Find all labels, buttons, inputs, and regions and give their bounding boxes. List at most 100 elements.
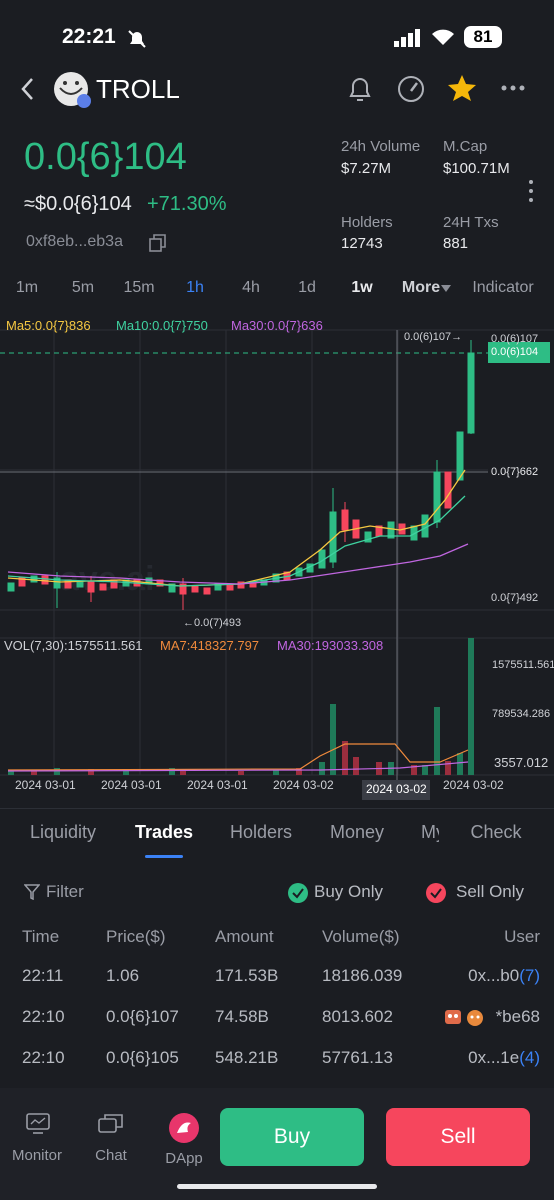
trade-price: 0.0{6}105 [106,1048,179,1067]
trade-price: 0.0{6}107 [106,1007,179,1026]
stat-value: $100.71M [443,160,510,177]
crosshair-date-box [362,780,430,800]
stat-label: Holders [341,214,393,231]
ma30-line [7,543,469,585]
section-tab[interactable]: Check [470,822,522,842]
table-header: Time [22,927,60,946]
low-marker: ←0.0(7)493 [183,617,242,629]
status-time: 22:21 [62,25,116,48]
interval-tab[interactable]: 4h [242,279,260,296]
copy-button[interactable] [148,233,168,253]
sell-button[interactable]: Sell [386,1108,530,1166]
dapp-icon [169,1113,199,1143]
nav-dapp[interactable]: DApp [165,1150,203,1167]
stats-more[interactable] [527,178,535,204]
price-axis-label: 0.0(6)107 [491,333,539,345]
date-label: 2024 03-01 [101,778,162,792]
ma-legend: Ma5:0.0{7}836 [6,318,91,333]
table-header: Amount [215,927,274,946]
trade-amount: 74.58B [215,1007,269,1026]
stat-label: 24h Volume [341,138,421,155]
section-tab[interactable]: Liquidity [29,822,97,842]
nav-chat[interactable]: Chat [95,1147,127,1164]
tab-underline [145,855,183,858]
contract-address: 0xf8eb...eb3a [26,233,123,250]
date-label: 2024 03-01 [187,778,248,792]
section-tab[interactable]: Holders [229,822,293,842]
user-count: (4) [519,1048,540,1067]
interval-tab[interactable]: 1h [186,279,204,296]
stat-label: 24H Txs [443,214,499,231]
user-badges [445,1010,483,1026]
vol-legend: MA30:193033.308 [277,638,384,653]
price-usd: ≈$0.0{6}104 [24,193,132,215]
trade-time: 22:10 [22,1007,65,1026]
gauge-button[interactable] [396,74,426,104]
dropdown-arrow [441,285,451,292]
section-tab[interactable]: Money [329,822,385,842]
stat-label: M.Cap [443,138,488,155]
favorite-button[interactable] [446,73,478,103]
volume-bars [8,638,474,775]
interval-tab[interactable]: 1w [351,279,373,296]
high-marker: 0.0(6)107→ [404,331,463,343]
trade-time: 22:11 [22,966,64,985]
ma10-line [7,495,466,587]
buy-only-label[interactable]: Buy Only [314,882,383,901]
trade-amount: 548.21B [215,1048,279,1067]
stat-value: 881 [443,235,469,252]
buy-only-check[interactable] [287,882,309,904]
date-label: 2024 03-02 [273,778,334,792]
stat-value: 12743 [341,235,383,252]
table-header: Volume($) [322,927,400,946]
date-label: 2024 03-01 [15,778,76,792]
back-button[interactable] [18,76,38,102]
trade-price: 1.06 [106,966,140,985]
user-address: 0x...b0 [468,966,520,985]
filter-icon [24,884,40,900]
section-tab-active[interactable]: Trades [134,822,194,842]
stat-value: $7.27M [341,160,392,177]
vol-ma30 [7,761,469,772]
vol-legend: MA7:418327.797 [160,638,260,653]
interval-tab[interactable]: 1m [15,279,39,296]
trade-user[interactable]: 0x...1e(4) [468,1048,540,1068]
chat-icon [98,1114,123,1133]
section-tab[interactable]: My [421,822,439,842]
vol-legend: VOL(7,30):1575511.561 [4,638,143,653]
ma5-line [7,469,466,587]
interval-tab[interactable]: 15m [123,279,155,296]
crosshair-date: 2024 03-02 [366,782,427,796]
trade-user[interactable]: *be68 [495,1007,540,1026]
trade-volume: 8013.602 [322,1007,393,1026]
ma-legend: Ma30:0.0{7}636 [231,318,323,333]
trade-user[interactable]: 0x...b0(7) [468,966,540,986]
volume-axis-label: 1575511.561 [492,659,554,671]
interval-tab[interactable]: 1d [298,279,316,296]
indicator-button[interactable]: Indicator [472,279,534,296]
user-address: 0x...1e [468,1048,520,1067]
filter-button[interactable]: Filter [46,882,84,901]
sell-only-check[interactable] [425,882,447,904]
buy-button[interactable]: Buy [220,1108,364,1166]
price: 0.0{6}104 [24,136,187,178]
user-count: (7) [519,966,540,985]
interval-more[interactable]: More [401,279,441,296]
date-label: 2024 03-02 [443,778,504,792]
alert-button[interactable] [346,75,374,103]
more-button[interactable] [500,80,526,96]
current-price-box [488,342,550,363]
trade-volume: 18186.039 [322,966,403,985]
home-indicator [177,1184,377,1189]
token-name: TROLL [96,74,180,104]
table-header: User [504,927,540,946]
sell-only-label[interactable]: Sell Only [456,882,525,901]
token-avatar [54,72,91,108]
trade-amount: 171.53B [215,966,279,985]
nav-monitor[interactable]: Monitor [11,1147,63,1164]
interval-tab[interactable]: 5m [71,279,95,296]
signal-icon [394,29,420,47]
battery: 81 [464,26,502,48]
crosshair-price-box [488,462,554,482]
